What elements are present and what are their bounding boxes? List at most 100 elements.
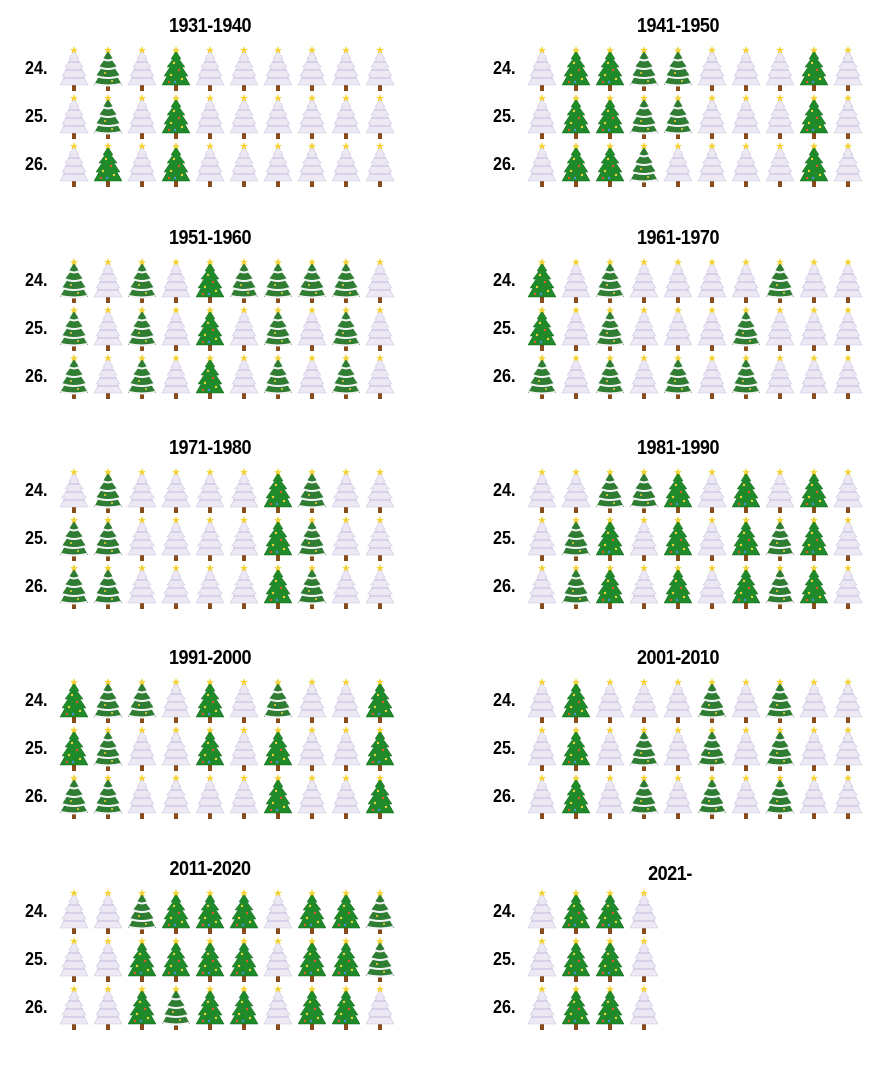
row-label: 24. — [25, 58, 48, 78]
row-label: 24. — [493, 901, 516, 921]
tree-white — [229, 774, 259, 819]
tree-white — [731, 142, 761, 187]
tree-snow — [60, 774, 88, 819]
row-label: 26. — [25, 997, 48, 1017]
tree-snow — [128, 354, 156, 399]
row-label: 24. — [493, 480, 516, 500]
decade-panel: 1951-1960 24. 25. 26. — [20, 227, 400, 457]
tree-white — [799, 306, 829, 351]
tree-white — [331, 726, 361, 771]
tree-white — [365, 516, 395, 561]
tree-snow — [664, 354, 692, 399]
tree-green — [799, 94, 829, 139]
tree-white — [595, 774, 625, 819]
tree-snow — [94, 726, 122, 771]
tree-green — [365, 726, 395, 771]
tree-green — [365, 774, 395, 819]
decade-panel: 1971-1980 24. 25. 26. — [20, 437, 400, 667]
tree-green — [799, 516, 829, 561]
tree-green — [331, 889, 361, 934]
tree-green — [595, 985, 625, 1030]
tree-green — [195, 258, 225, 303]
tree-white — [527, 142, 557, 187]
tree-snow — [94, 46, 122, 91]
tree-white — [331, 678, 361, 723]
tree-white — [629, 564, 659, 609]
row-label: 26. — [25, 576, 48, 596]
panel-title: 1991-2000 — [168, 647, 252, 669]
tree-snow — [94, 468, 122, 513]
tree-white — [263, 46, 293, 91]
tree-white — [297, 774, 327, 819]
tree-white — [59, 937, 89, 982]
row-label: 26. — [493, 786, 516, 806]
tree-snow — [298, 258, 326, 303]
tree-white — [731, 94, 761, 139]
tree-green — [195, 726, 225, 771]
tree-green — [561, 726, 591, 771]
tree-green — [127, 985, 157, 1030]
tree-green — [561, 889, 591, 934]
decade-panel: 1981-1990 24. 25. 26. — [488, 437, 868, 667]
tree-white — [595, 726, 625, 771]
tree-snow — [128, 258, 156, 303]
tree-snow — [596, 306, 624, 351]
tree-white — [527, 889, 557, 934]
tree-white — [833, 46, 863, 91]
tree-snow — [630, 468, 658, 513]
tree-white — [127, 516, 157, 561]
tree-white — [765, 94, 795, 139]
tree-green — [229, 889, 259, 934]
tree-green — [731, 468, 761, 513]
tree-white — [629, 306, 659, 351]
tree-snow — [332, 258, 360, 303]
tree-white — [161, 678, 191, 723]
tree-green — [263, 516, 293, 561]
tree-white — [799, 678, 829, 723]
tree-snow — [630, 774, 658, 819]
tree-snow — [60, 258, 88, 303]
tree-white — [297, 354, 327, 399]
tree-snow — [264, 306, 292, 351]
tree-green — [127, 937, 157, 982]
tree-snow — [128, 678, 156, 723]
tree-white — [365, 142, 395, 187]
tree-white — [833, 354, 863, 399]
tree-green — [195, 889, 225, 934]
tree-white — [161, 468, 191, 513]
tree-white — [195, 94, 225, 139]
tree-green — [59, 726, 89, 771]
tree-white — [833, 516, 863, 561]
tree-white — [93, 258, 123, 303]
decade-panel: 1931-1940 24. 25. 26. — [20, 15, 400, 245]
tree-white — [629, 937, 659, 982]
panel-title: 1941-1950 — [636, 15, 720, 37]
tree-white — [799, 258, 829, 303]
tree-white — [297, 306, 327, 351]
tree-white — [731, 258, 761, 303]
row-label: 25. — [493, 106, 516, 126]
tree-snow — [698, 774, 726, 819]
tree-snow — [630, 94, 658, 139]
row-label: 24. — [25, 480, 48, 500]
tree-green — [365, 678, 395, 723]
tree-green — [595, 937, 625, 982]
tree-white — [629, 354, 659, 399]
tree-white — [195, 564, 225, 609]
tree-snow — [766, 678, 794, 723]
tree-green — [527, 258, 557, 303]
row-label: 24. — [25, 901, 48, 921]
tree-white — [297, 678, 327, 723]
tree-white — [697, 564, 727, 609]
tree-white — [833, 94, 863, 139]
tree-green — [161, 94, 191, 139]
tree-white — [561, 354, 591, 399]
decade-panel: 2021- 24. 25. 26. — [488, 863, 868, 1088]
tree-white — [833, 258, 863, 303]
tree-white — [833, 142, 863, 187]
tree-white — [297, 94, 327, 139]
tree-green — [799, 564, 829, 609]
tree-green — [561, 985, 591, 1030]
tree-white — [731, 774, 761, 819]
tree-green — [263, 774, 293, 819]
